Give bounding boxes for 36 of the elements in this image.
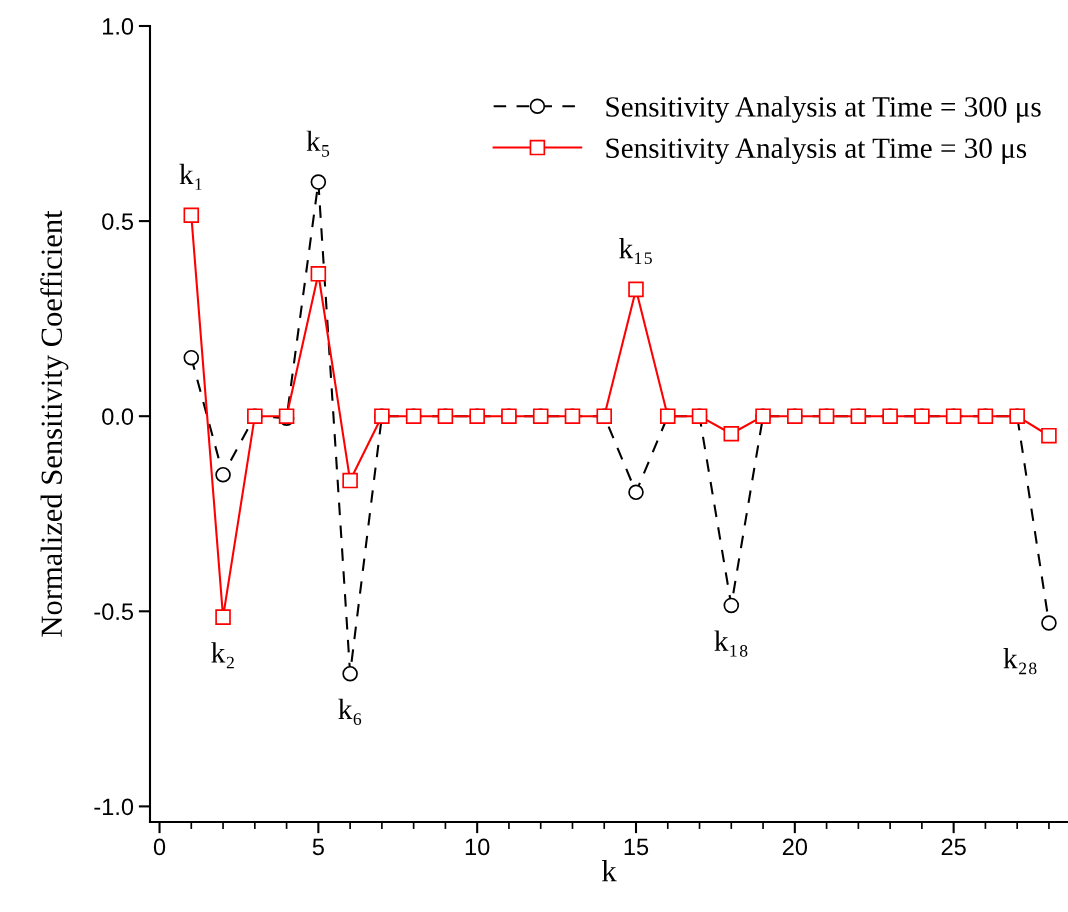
point: [215, 466, 231, 483]
y-tick-label: -1.0: [94, 798, 134, 816]
point: [342, 665, 358, 682]
point: [1041, 615, 1057, 631]
x-tick-label: 0: [153, 838, 166, 856]
legend-label: Sensitivity Analysis at Time = 300 μs: [606, 96, 1041, 123]
y-tick-label: 0.0: [102, 408, 134, 425]
annotation: k₂: [211, 642, 234, 669]
point: [723, 425, 740, 442]
annotation: k₁₅: [619, 237, 652, 265]
annotation: k₆: [338, 698, 362, 726]
y-tick-label: 1.0: [103, 18, 134, 35]
annotation: k₁₈: [714, 630, 748, 657]
annotation: k₂₈: [1003, 648, 1037, 675]
x-axis-title: k: [601, 859, 617, 882]
x-tick-label: 20: [782, 838, 808, 856]
y-tick-label: -0.5: [94, 603, 134, 621]
point: [183, 349, 200, 366]
point: [1041, 427, 1057, 444]
x-tick-label: 25: [941, 838, 966, 856]
x-tick-label: 10: [465, 838, 490, 856]
y-axis-title: Normalized Sensitivity Coefficient: [40, 210, 69, 637]
x-tick-label: 5: [312, 838, 324, 856]
legend-label: Sensitivity Analysis at Time = 30 μs: [606, 137, 1027, 165]
annotation: k₅: [306, 130, 330, 157]
point: [183, 207, 200, 224]
x-tick-label: 15: [624, 838, 649, 856]
point: [310, 174, 327, 190]
point: [723, 597, 740, 614]
point: [215, 609, 231, 625]
annotation: k₁: [179, 163, 202, 190]
point: [310, 265, 327, 282]
point: [342, 472, 358, 489]
point: [628, 281, 644, 298]
y-tick-label: 0.5: [102, 213, 134, 230]
point: [628, 484, 644, 501]
